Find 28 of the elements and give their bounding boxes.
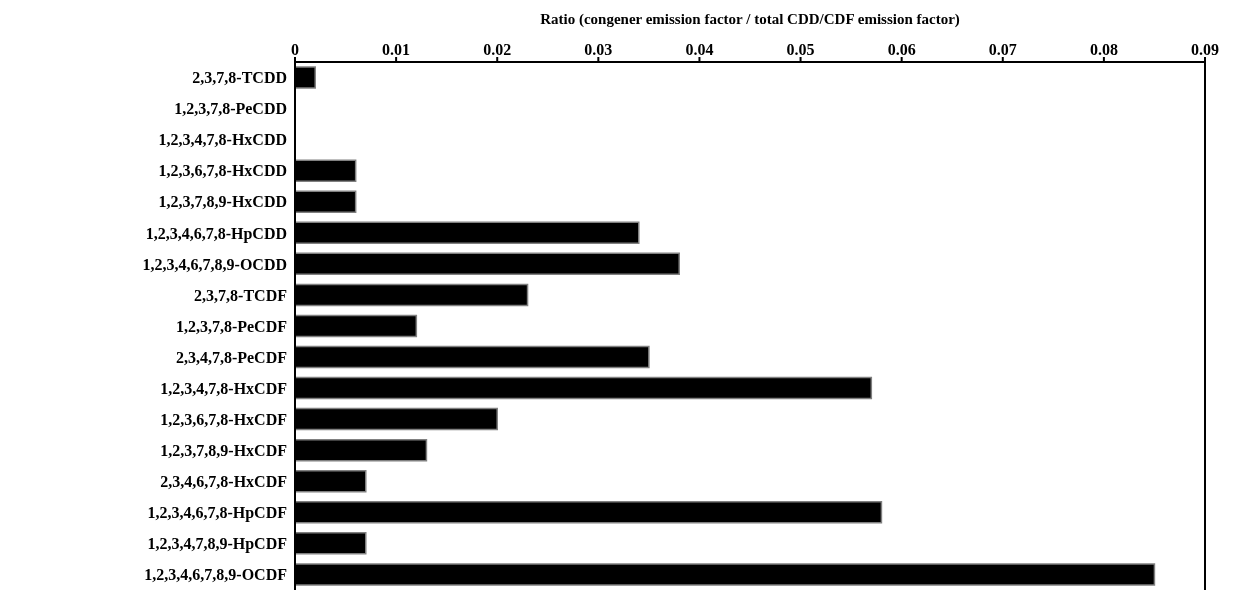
y-tick-label: 1,2,3,4,7,8,9-HpCDF bbox=[147, 535, 288, 554]
y-tick-label: 1,2,3,6,7,8-HxCDD bbox=[158, 162, 287, 180]
x-tick-label: 0.01 bbox=[382, 41, 411, 58]
y-tick-label: 1,2,3,4,6,7,8-HpCDF bbox=[147, 504, 288, 523]
y-tick-label: 1,2,3,7,8,9-HxCDD bbox=[158, 193, 287, 211]
y-tick-label: 1,2,3,7,8-PeCDD bbox=[174, 100, 287, 118]
y-tick-label: 2,3,7,8-TCDD bbox=[192, 69, 287, 87]
x-axis-title: Ratio (congener emission factor / total CDD/CDF emission factor) bbox=[540, 11, 960, 28]
x-tick-label: 0.04 bbox=[685, 41, 714, 58]
y-tick-label: 1,2,3,4,7,8-HxCDF bbox=[160, 379, 288, 397]
y-tick-label: 1,2,3,4,6,7,8-HpCDD bbox=[145, 224, 287, 243]
x-tick-label: 0.07 bbox=[988, 41, 1017, 58]
y-tick-label: 1,2,3,4,7,8-HxCDD bbox=[158, 131, 287, 149]
x-tick-label: 0.06 bbox=[887, 41, 916, 58]
x-tick-label: 0.03 bbox=[584, 41, 613, 58]
x-tick-label: 0.08 bbox=[1089, 41, 1118, 58]
x-tick-label: 0.09 bbox=[1191, 41, 1219, 58]
y-tick-label: 1,2,3,7,8-PeCDF bbox=[175, 317, 288, 335]
y-tick-label: 2,3,7,8-TCDF bbox=[194, 286, 288, 304]
y-tick-label: 1,2,3,6,7,8-HxCDF bbox=[160, 410, 288, 428]
y-tick-label: 1,2,3,7,8,9-HxCDF bbox=[160, 441, 288, 459]
y-tick-label: 2,3,4,7,8-PeCDF bbox=[175, 348, 288, 366]
y-tick-label: 2,3,4,6,7,8-HxCDF bbox=[160, 472, 288, 490]
y-tick-label: 1,2,3,4,6,7,8,9-OCDD bbox=[142, 255, 287, 273]
y-tick-label: 1,2,3,4,6,7,8,9-OCDF bbox=[144, 566, 288, 584]
x-tick-label: 0.05 bbox=[786, 41, 815, 58]
x-tick-label: 0.02 bbox=[483, 41, 512, 58]
x-tick-label: 0 bbox=[291, 41, 299, 58]
